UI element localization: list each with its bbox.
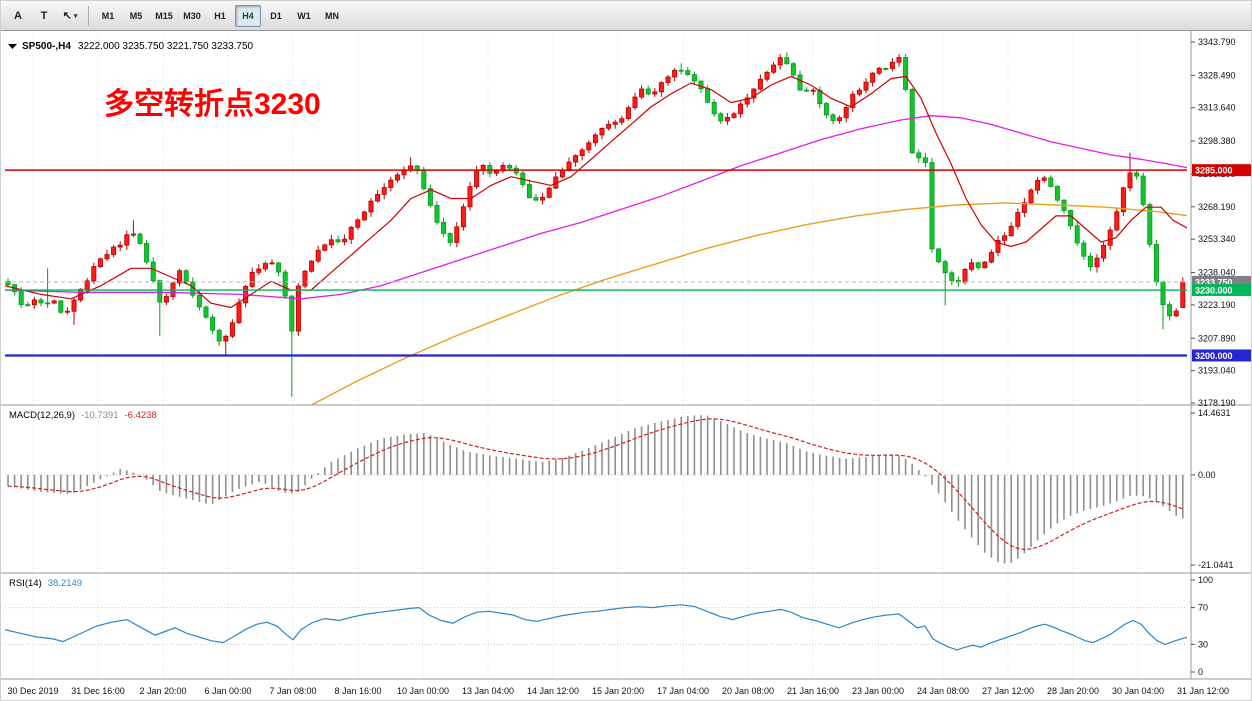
ma-slow-line [5, 115, 1187, 300]
ma-long-line [309, 202, 1187, 405]
timeframe-button-d1[interactable]: D1 [263, 5, 289, 27]
macd-signal-line [7, 418, 1183, 551]
svg-text:14.4631: 14.4631 [1198, 408, 1231, 418]
svg-text:3238.040: 3238.040 [1198, 268, 1236, 278]
chart-area[interactable]: 3343.7903328.4903313.6403298.3803283.190… [1, 31, 1252, 701]
timeframe-buttons: M1 M5 M15 M30 H1 H4 D1 W1 MN [94, 4, 346, 27]
svg-text:0: 0 [1198, 667, 1203, 677]
svg-text:3230.000: 3230.000 [1195, 286, 1233, 296]
timeframe-button-m1[interactable]: M1 [95, 5, 121, 27]
svg-text:3253.340: 3253.340 [1198, 234, 1236, 244]
svg-text:28 Jan 20:00: 28 Jan 20:00 [1047, 686, 1099, 696]
timeframe-button-w1[interactable]: W1 [291, 5, 317, 27]
svg-text:24 Jan 08:00: 24 Jan 08:00 [917, 686, 969, 696]
svg-text:3268.190: 3268.190 [1198, 202, 1236, 212]
svg-text:30 Dec 2019: 30 Dec 2019 [7, 686, 58, 696]
svg-text:14 Jan 12:00: 14 Jan 12:00 [527, 686, 579, 696]
svg-text:3343.790: 3343.790 [1198, 37, 1236, 47]
date-axis-labels: 30 Dec 2019 31 Dec 16:00 2 Jan 20:00 6 Jan … [7, 686, 1229, 696]
macd-legend: MACD(12,26,9) -10.7391 -6.4238 [9, 410, 157, 421]
svg-text:31 Dec 16:00: 31 Dec 16:00 [71, 686, 125, 696]
svg-text:31 Jan 12:00: 31 Jan 12:00 [1177, 686, 1229, 696]
tool-button-annotate[interactable]: A [6, 5, 30, 27]
svg-text:3328.490: 3328.490 [1198, 70, 1236, 80]
chart-legend: SP500-,H4 3222.000 3235.750 3221.750 3233… [22, 41, 254, 52]
svg-text:3223.190: 3223.190 [1198, 300, 1236, 310]
pivot-line-label: 3230.000 [1192, 284, 1251, 297]
rsi-legend: RSI(14) 38.2149 [9, 578, 82, 589]
svg-text:23 Jan 00:00: 23 Jan 00:00 [852, 686, 904, 696]
toolbar: A T ↖ ▾ M1 M5 M15 M30 H1 H4 D1 W1 MN [1, 1, 1251, 31]
svg-text:30 Jan 04:00: 30 Jan 04:00 [1112, 686, 1164, 696]
macd-plot[interactable] [5, 406, 1187, 572]
svg-text:3207.890: 3207.890 [1198, 333, 1236, 343]
timeframe-button-h4[interactable]: H4 [235, 4, 261, 27]
svg-text:2 Jan 20:00: 2 Jan 20:00 [139, 686, 186, 696]
svg-text:3285.000: 3285.000 [1195, 166, 1233, 176]
svg-text:100: 100 [1198, 575, 1213, 585]
svg-text:3178.190: 3178.190 [1198, 398, 1236, 408]
annotation-text: 多空转折点3230 [104, 88, 321, 121]
date-axis[interactable] [1, 679, 1252, 701]
macd-histogram [7, 415, 1184, 564]
tool-button-text-tool[interactable]: T [32, 5, 56, 27]
svg-text:70: 70 [1198, 603, 1208, 613]
timeframe-button-mn[interactable]: MN [319, 5, 345, 27]
svg-text:13 Jan 04:00: 13 Jan 04:00 [462, 686, 514, 696]
timeframe-button-h1[interactable]: H1 [207, 5, 233, 27]
svg-text:21 Jan 16:00: 21 Jan 16:00 [787, 686, 839, 696]
svg-text:-21.0441: -21.0441 [1198, 560, 1234, 570]
candlesticks[interactable] [5, 52, 1186, 397]
tool-buttons: A T ↖ ▾ [5, 5, 83, 27]
timeframe-button-m5[interactable]: M5 [123, 5, 149, 27]
svg-text:10 Jan 00:00: 10 Jan 00:00 [397, 686, 449, 696]
svg-text:3298.380: 3298.380 [1198, 136, 1236, 146]
svg-text:20 Jan 08:00: 20 Jan 08:00 [722, 686, 774, 696]
svg-text:30: 30 [1198, 639, 1208, 649]
tool-button-draw-arrow[interactable]: ↖ ▾ [58, 5, 82, 27]
svg-text:3193.040: 3193.040 [1198, 366, 1236, 376]
symbol-collapse-icon[interactable] [8, 44, 17, 49]
svg-text:6 Jan 00:00: 6 Jan 00:00 [204, 686, 251, 696]
svg-text:0.00: 0.00 [1198, 470, 1216, 480]
svg-text:8 Jan 16:00: 8 Jan 16:00 [334, 686, 381, 696]
timeframe-button-m15[interactable]: M15 [151, 5, 177, 27]
svg-text:15 Jan 20:00: 15 Jan 20:00 [592, 686, 644, 696]
support-line-label: 3200.000 [1192, 349, 1251, 362]
rsi-plot[interactable] [5, 574, 1187, 678]
resistance-line-label: 3285.000 [1192, 164, 1251, 177]
grid [32, 34, 1139, 679]
svg-text:7 Jan 08:00: 7 Jan 08:00 [269, 686, 316, 696]
svg-text:3233.750: 3233.750 [1195, 277, 1233, 287]
svg-text:3200.000: 3200.000 [1195, 351, 1233, 361]
timeframe-button-m30[interactable]: M30 [179, 5, 205, 27]
rsi-line [5, 604, 1187, 651]
toolbar-separator [88, 5, 89, 26]
price-axis[interactable] [1191, 31, 1252, 679]
svg-text:27 Jan 12:00: 27 Jan 12:00 [982, 686, 1034, 696]
svg-text:3313.640: 3313.640 [1198, 103, 1236, 113]
svg-text:17 Jan 04:00: 17 Jan 04:00 [657, 686, 709, 696]
